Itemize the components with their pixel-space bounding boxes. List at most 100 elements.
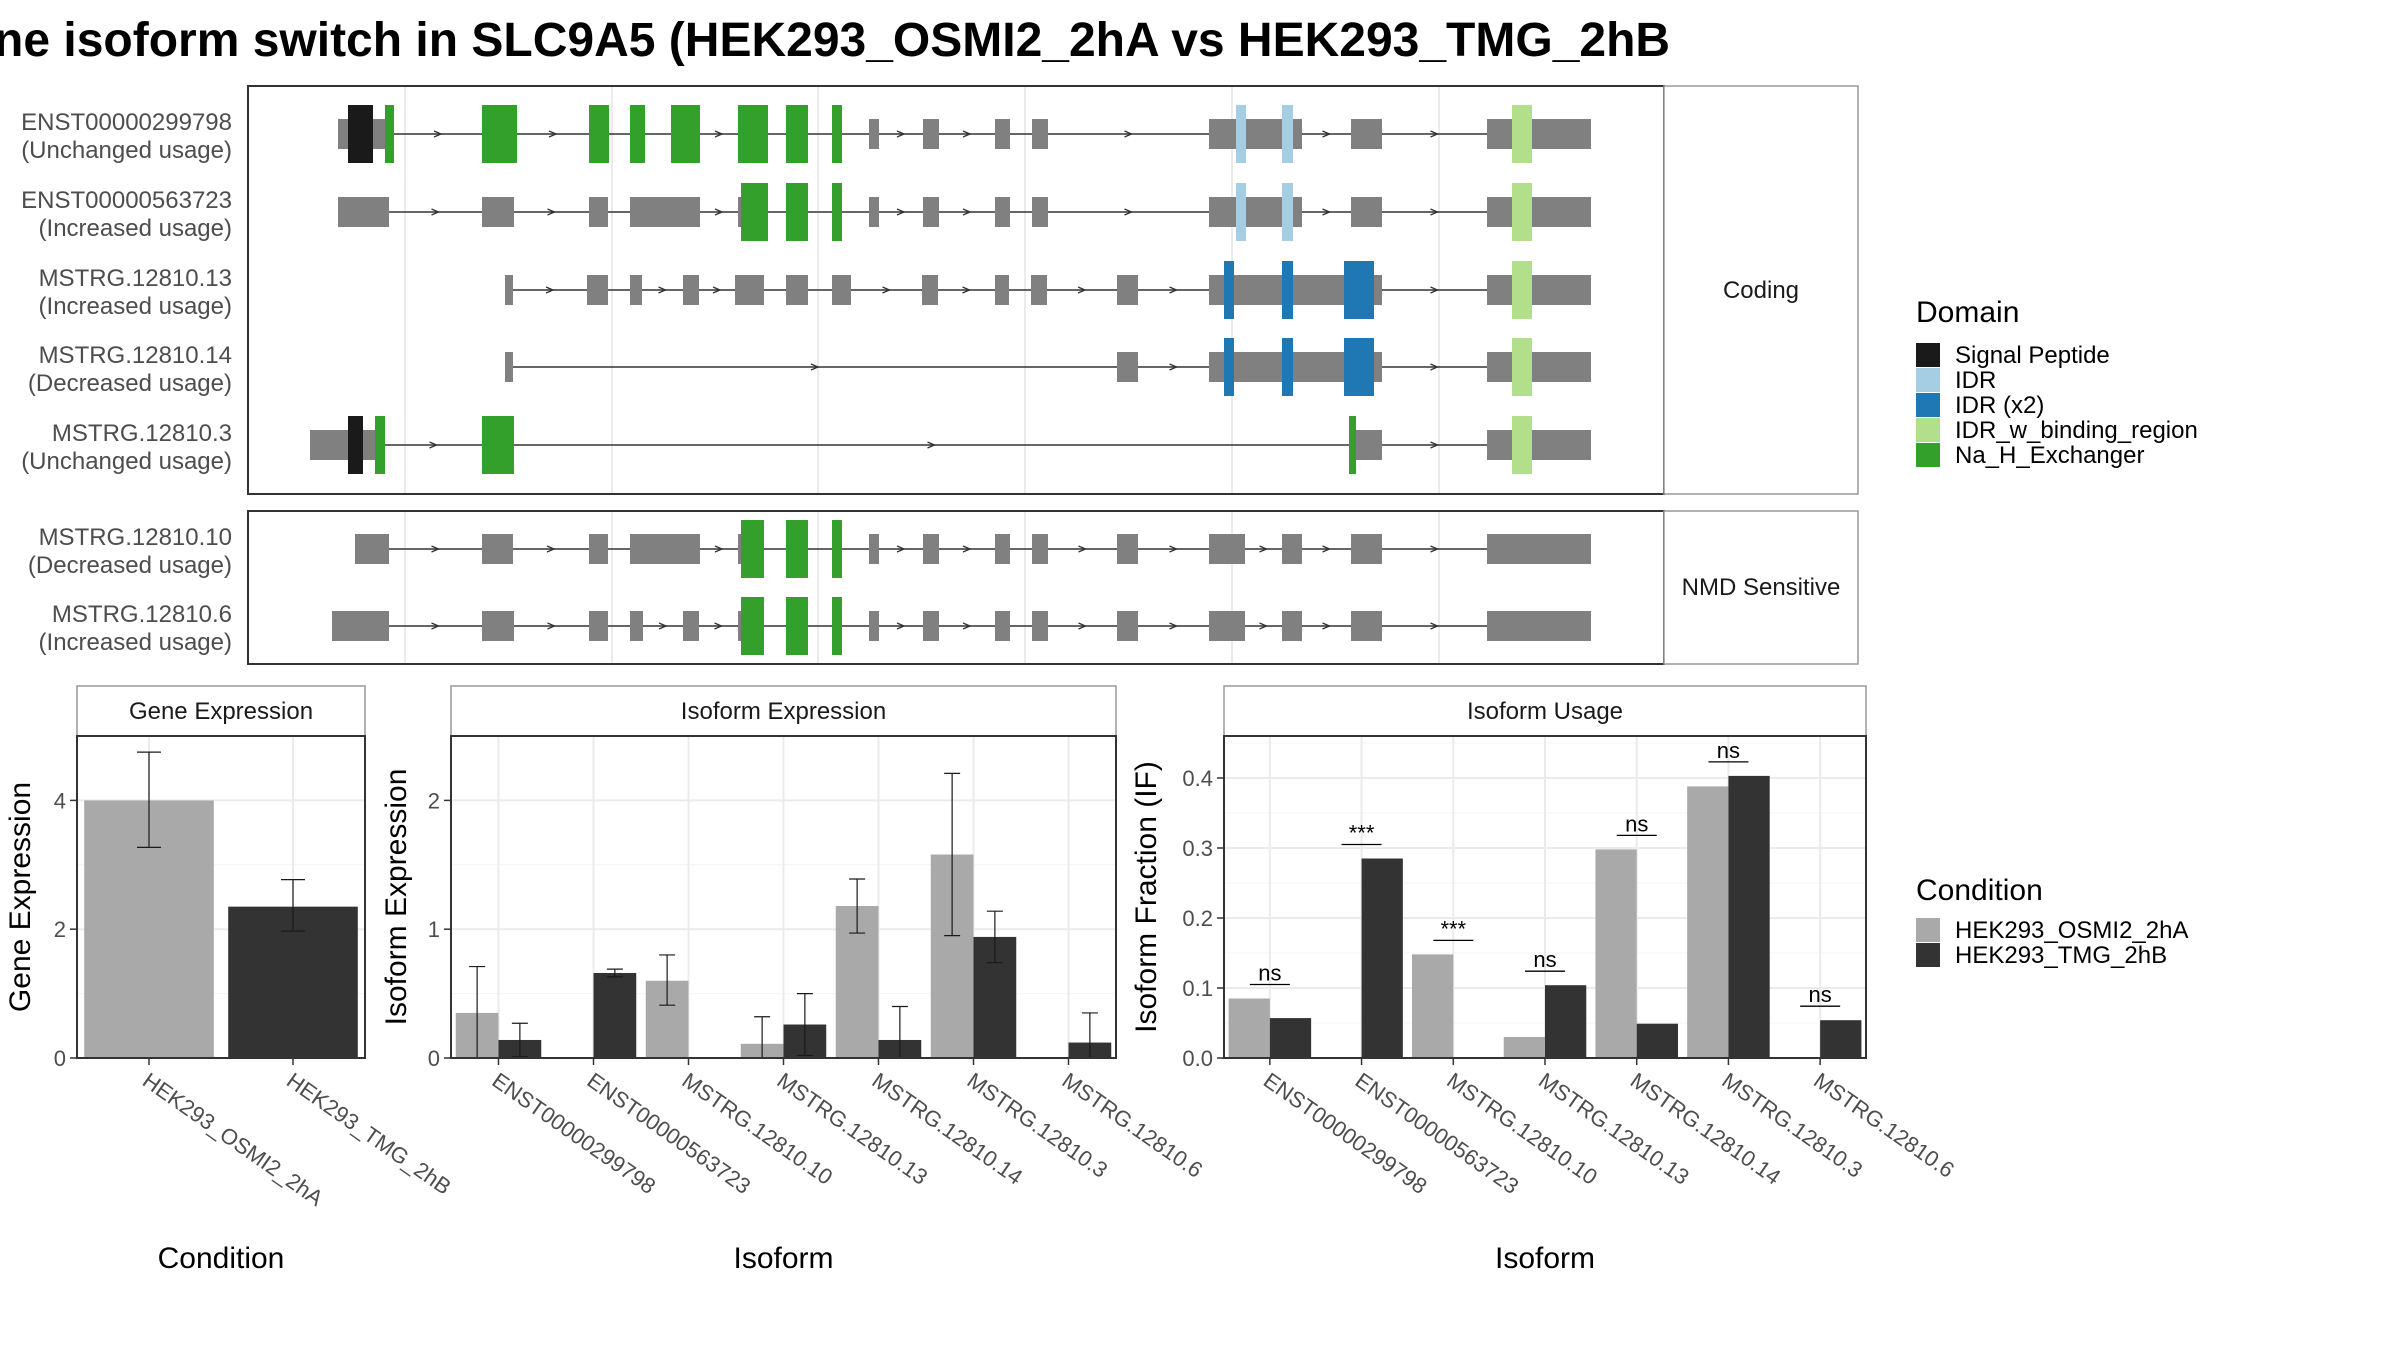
- isoform-expression-chart: Isoform Expression 0 1 2 ENST00000299798ENST…: [380, 685, 1207, 1275]
- y-tick-label: 0: [54, 1046, 66, 1071]
- transcript-id-label: ENST00000299798: [21, 109, 232, 136]
- exon: [923, 611, 939, 641]
- exon: [482, 197, 514, 227]
- exon: [923, 534, 939, 564]
- panel-strip: [76, 685, 366, 737]
- panel-strip: [1223, 685, 1867, 737]
- exon: [923, 197, 939, 227]
- domain-block: [1224, 338, 1234, 396]
- transcript-id-label: MSTRG.12810.10: [39, 524, 232, 551]
- strand-arrow: [962, 286, 972, 294]
- strand-arrow: [1124, 208, 1134, 216]
- strand-arrow: [1078, 545, 1088, 553]
- strand-arrow: [1430, 130, 1440, 138]
- strand-arrow: [1124, 130, 1134, 138]
- strand-arrow: [714, 208, 724, 216]
- transcript-tracks-nmd: [332, 520, 1591, 655]
- x-tick-label: ENST00000299798: [1259, 1068, 1432, 1199]
- exon: [1351, 119, 1382, 149]
- y-tick-label: 0.4: [1182, 766, 1213, 791]
- exon: [1532, 197, 1591, 227]
- significance-label: ns: [1533, 947, 1556, 972]
- strand-arrow: [896, 545, 906, 553]
- x-tick-label: ENST00000563723: [583, 1068, 756, 1199]
- exon: [1487, 430, 1512, 460]
- x-axis-title: Condition: [158, 1242, 285, 1275]
- strip-coding: [1663, 85, 1859, 495]
- strand-arrow: [1322, 130, 1332, 138]
- strand-arrow: [714, 545, 724, 553]
- strand-arrow: [545, 286, 555, 294]
- strand-arrow: [433, 130, 443, 138]
- domain-block: [1512, 416, 1532, 474]
- strand-arrow: [431, 208, 441, 216]
- exon: [683, 611, 699, 641]
- domain-block: [375, 416, 385, 474]
- exon: [1487, 197, 1512, 227]
- domain-legend-label: IDR_w_binding_region: [1955, 417, 2198, 444]
- strand-arrow: [962, 622, 972, 630]
- strand-arrow: [1169, 622, 1179, 630]
- strand-arrow: [896, 208, 906, 216]
- x-tick-label: MSTRG.12810.10: [1442, 1068, 1602, 1190]
- strand-arrow: [1430, 545, 1440, 553]
- domain-legend-key: [1916, 368, 1940, 392]
- exon: [505, 275, 513, 305]
- y-axis-title: Isoform Expression: [380, 769, 413, 1026]
- exon: [373, 119, 385, 149]
- exon: [1282, 534, 1302, 564]
- condition-legend-title: Condition: [1916, 874, 2043, 907]
- strand-arrow: [1430, 363, 1440, 371]
- bar: [1412, 954, 1454, 1058]
- bar: [1361, 858, 1403, 1058]
- exon: [1487, 119, 1512, 149]
- domain-block: [786, 520, 808, 578]
- y-axis-title: Isoform Fraction (IF): [1130, 761, 1163, 1033]
- strand-arrow: [714, 130, 724, 138]
- domain-block: [741, 520, 764, 578]
- condition-legend-key: [1916, 918, 1940, 942]
- strand-arrow: [546, 545, 556, 553]
- y-tick-label: 0: [428, 1046, 440, 1071]
- domain-legend-key: [1916, 343, 1940, 367]
- exon: [589, 611, 608, 641]
- exon: [1356, 430, 1382, 460]
- exon: [1487, 534, 1591, 564]
- exon: [922, 275, 938, 305]
- y-tick-label: 0.3: [1182, 836, 1213, 861]
- transcript-usage-label: (Increased usage): [39, 215, 232, 242]
- exon: [1209, 534, 1245, 564]
- condition-legend-key: [1916, 943, 1940, 967]
- significance-label: ns: [1258, 961, 1281, 986]
- strand-arrow: [1169, 286, 1179, 294]
- significance-label: ***: [1440, 916, 1466, 941]
- strand-arrow: [962, 545, 972, 553]
- exon: [1487, 275, 1512, 305]
- domain-block: [348, 416, 363, 474]
- exon: [1234, 352, 1282, 382]
- exon: [355, 534, 389, 564]
- y-tick-label: 0.0: [1182, 1046, 1213, 1071]
- domain-block: [630, 105, 645, 163]
- exon: [1532, 352, 1591, 382]
- strand-arrow: [431, 622, 441, 630]
- exon: [1117, 534, 1126, 564]
- exon: [1374, 275, 1382, 305]
- x-axis-title: Isoform: [1495, 1242, 1595, 1275]
- exon: [786, 275, 808, 305]
- exon: [630, 534, 700, 564]
- transcript-panel-nmd-frame: [247, 510, 1665, 665]
- significance-label: ns: [1809, 982, 1832, 1007]
- bar: [1687, 786, 1729, 1058]
- transcript-usage-label: (Unchanged usage): [21, 137, 232, 164]
- exon: [1117, 611, 1126, 641]
- domain-block: [589, 105, 609, 163]
- exon: [735, 275, 764, 305]
- domain-block: [832, 520, 842, 578]
- exon: [1246, 119, 1282, 149]
- domain-block: [1282, 183, 1293, 241]
- transcript-labels-coding: ENST00000299798(Unchanged usage)ENST0000…: [21, 109, 232, 475]
- bar: [1728, 775, 1770, 1058]
